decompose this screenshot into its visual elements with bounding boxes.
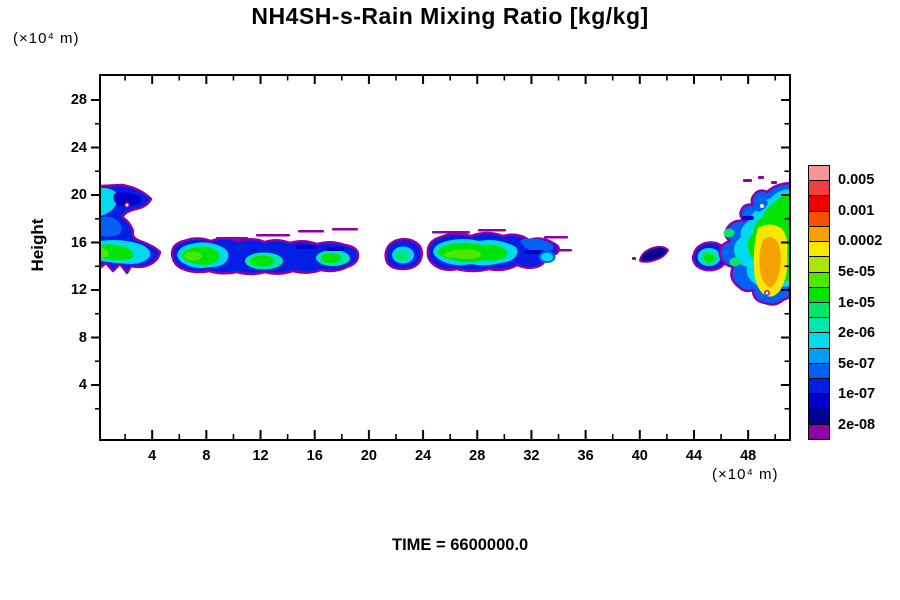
cloud-band-center <box>426 229 572 273</box>
colorbar-segment <box>809 408 829 424</box>
contour-fringe <box>478 229 506 232</box>
colorbar-segment <box>809 241 829 257</box>
contour-fringe <box>544 236 568 239</box>
time-annotation: TIME = 6600000.0 <box>392 536 529 554</box>
contour-fringe <box>556 249 572 252</box>
colorbar-segment <box>809 210 829 226</box>
plot-frame <box>99 74 791 441</box>
y-axis-units: (×10⁴ m) <box>13 30 80 47</box>
axis-ticks <box>91 76 789 439</box>
y-tick-label: 24 <box>70 139 87 156</box>
contour-fringe <box>298 230 324 233</box>
contour-fringe <box>332 228 358 231</box>
contour-streak <box>296 245 318 249</box>
x-axis-units: (×10⁴ m) <box>712 466 779 483</box>
colorbar-label: 0.005 <box>838 172 875 189</box>
contour-hole <box>124 202 130 208</box>
contour-core <box>541 252 553 262</box>
colorbar-segment <box>809 332 829 348</box>
contour-fringe <box>256 234 290 237</box>
contour-field <box>101 176 789 306</box>
contour-core <box>704 254 714 262</box>
contour-layer <box>101 187 118 216</box>
contour-layer <box>639 245 669 263</box>
colorbar-label: 5e-05 <box>838 263 876 280</box>
colorbar-label: 1e-05 <box>838 294 876 311</box>
colorbar-label: 1e-07 <box>838 386 876 403</box>
colorbar-segment <box>809 423 829 439</box>
x-tick-label: 48 <box>740 448 757 464</box>
colorbar-label: 5e-07 <box>838 355 876 372</box>
colorbar-segment <box>809 393 829 409</box>
contour-core <box>321 253 341 263</box>
contour-fringe <box>216 237 248 240</box>
colorbar-segment <box>809 378 829 394</box>
x-tick-label: 12 <box>252 448 269 464</box>
x-tick-label: 8 <box>202 448 211 464</box>
contour-layer <box>101 248 109 258</box>
contour-hole <box>764 290 770 296</box>
contour-streak <box>520 238 554 252</box>
colorbar-label: 0.0002 <box>838 233 883 250</box>
cloud-small-center <box>384 237 423 271</box>
contour-layer <box>723 228 735 238</box>
colorbar-segment <box>809 271 829 287</box>
colorbar-segment <box>809 317 829 333</box>
cloud-left-edge <box>101 183 162 275</box>
contour-layer <box>101 216 122 237</box>
contour-fringe <box>632 257 636 260</box>
cloud-right-edge <box>718 176 789 306</box>
y-tick-label: 20 <box>70 187 87 203</box>
y-tick-label: 4 <box>78 377 87 393</box>
x-tick-label: 40 <box>631 448 648 464</box>
contour-layer <box>101 244 134 261</box>
contour-fringe <box>432 231 470 234</box>
contour-core <box>443 249 481 259</box>
contour-streak <box>326 247 344 251</box>
colorbar-segment <box>809 195 829 211</box>
contour-fringe <box>743 179 752 182</box>
contour-fringe <box>758 176 764 179</box>
x-tick-label: 44 <box>685 448 703 464</box>
contour-core <box>250 255 274 267</box>
contour-core <box>759 237 781 288</box>
cloud-crescent <box>632 245 669 263</box>
contour-streak <box>742 216 754 220</box>
colorbar-label: 0.001 <box>838 202 875 219</box>
y-tick-label: 8 <box>78 329 87 346</box>
chart-title: NH4SH-s-Rain Mixing Ratio [kg/kg] <box>251 3 649 29</box>
colorbar-segment <box>809 286 829 302</box>
y-tick-label: 16 <box>70 234 87 251</box>
cloud-band-west <box>170 228 360 276</box>
contour-layer <box>113 192 142 207</box>
colorbar <box>808 165 830 440</box>
x-tick-label: 36 <box>577 448 594 464</box>
contour-fringe <box>771 181 777 184</box>
colorbar-segment <box>809 362 829 379</box>
x-tick-label: 24 <box>415 448 432 464</box>
colorbar-label: 2e-06 <box>838 325 876 342</box>
contour-hole <box>760 204 764 208</box>
contour-core <box>184 251 202 261</box>
colorbar-segment <box>809 347 829 363</box>
contour-streak <box>524 250 544 254</box>
contour-core <box>395 251 409 261</box>
x-tick-label: 20 <box>360 448 377 464</box>
x-tick-label: 32 <box>523 448 540 464</box>
colorbar-segment <box>809 166 829 181</box>
x-tick-label: 28 <box>469 448 486 464</box>
colorbar-segment <box>809 180 829 196</box>
colorbar-label: 2e-08 <box>838 416 876 433</box>
cloud-small-east <box>691 241 728 272</box>
y-tick-label: 12 <box>70 282 87 298</box>
y-tick-label: 28 <box>70 92 87 108</box>
colorbar-segment <box>809 256 829 272</box>
colorbar-segment <box>809 225 829 242</box>
contour-layer <box>729 257 741 267</box>
colorbar-segment <box>809 301 829 318</box>
x-tick-label: 16 <box>306 448 323 464</box>
x-tick-label: 4 <box>148 448 157 464</box>
